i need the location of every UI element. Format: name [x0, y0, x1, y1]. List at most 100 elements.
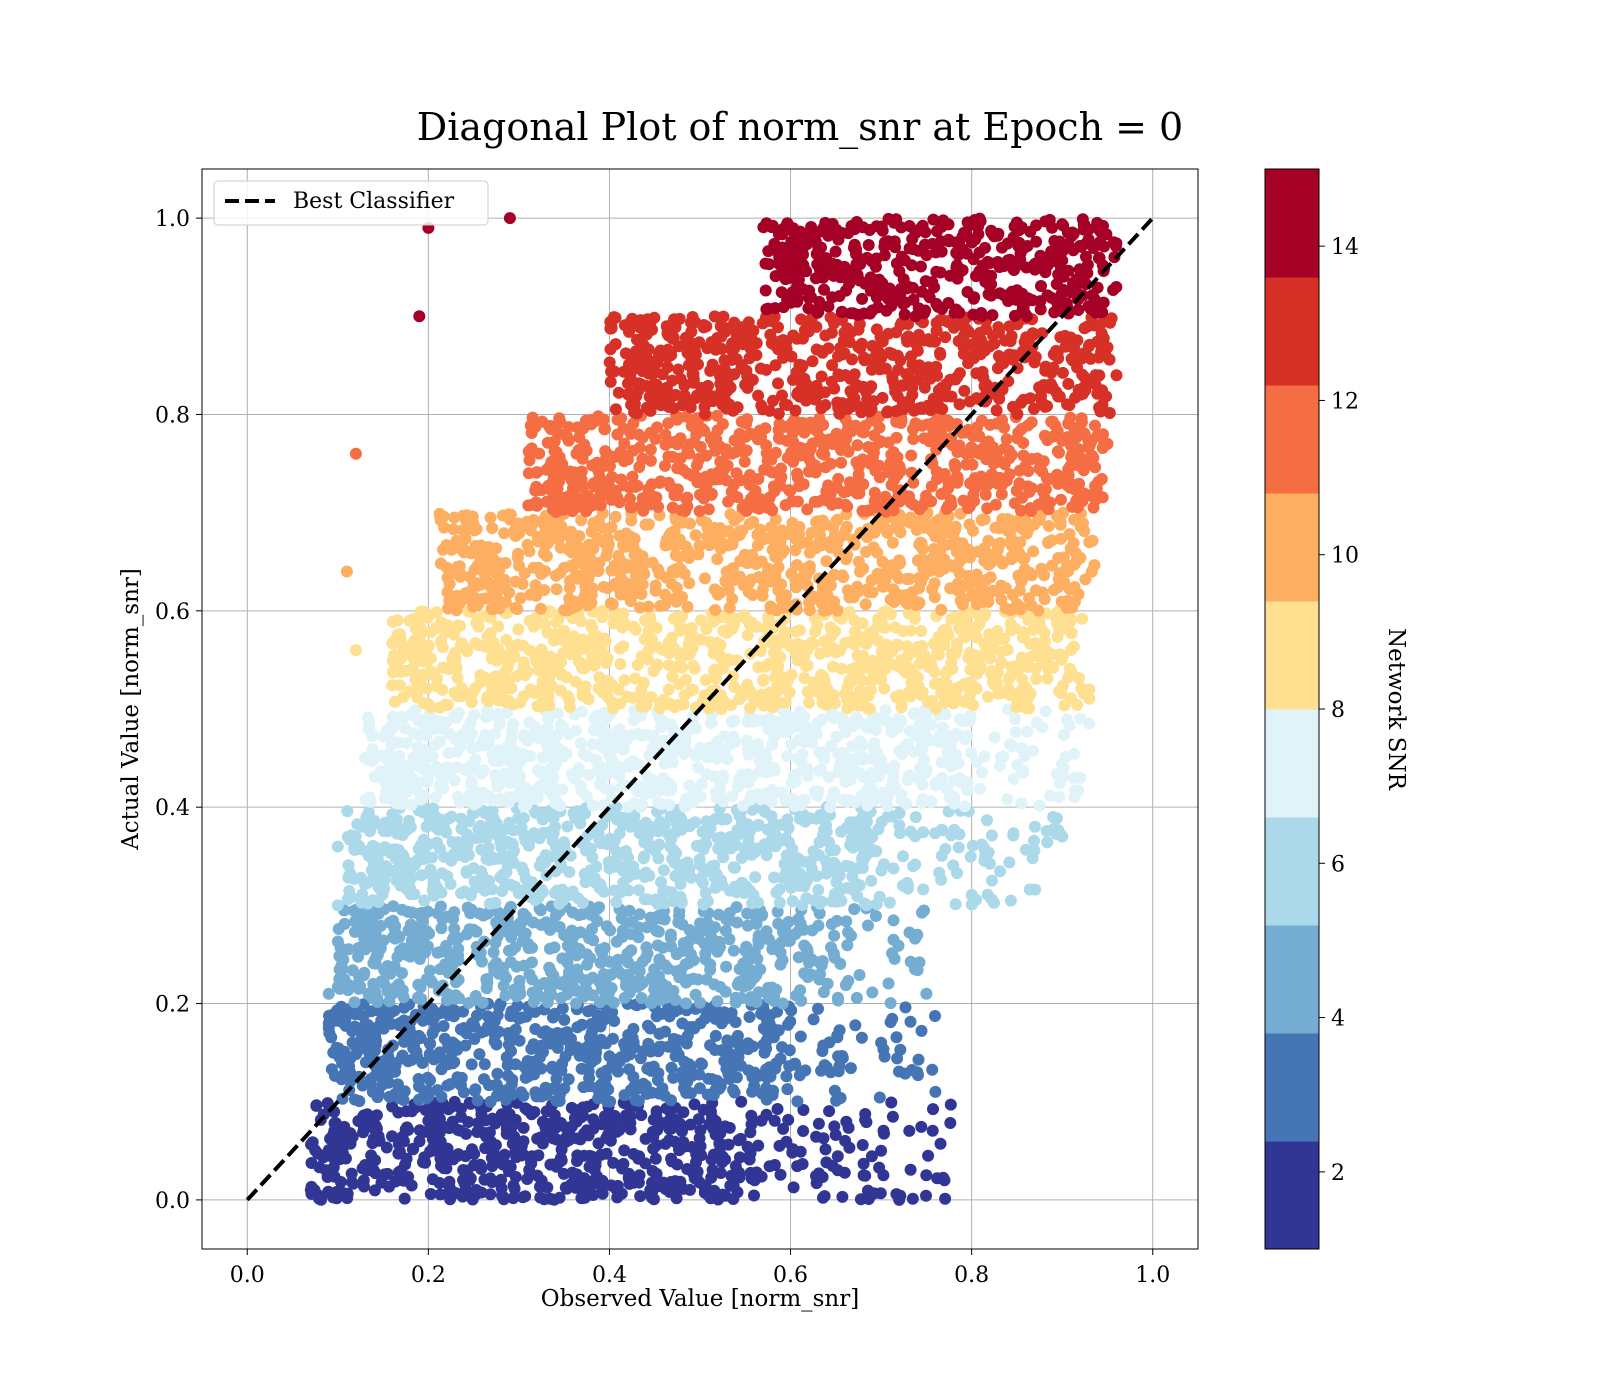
- scatter-point: [455, 887, 468, 900]
- scatter-point: [869, 910, 882, 922]
- scatter-point: [710, 694, 723, 707]
- scatter-point: [380, 1011, 393, 1024]
- scatter-point: [521, 1065, 534, 1078]
- scatter-point: [735, 826, 748, 839]
- scatter-point: [513, 1034, 526, 1047]
- scatter-point: [626, 1032, 639, 1044]
- scatter-point: [786, 895, 799, 908]
- scatter-point: [708, 583, 721, 596]
- scatter-point: [904, 1163, 917, 1176]
- scatter-point: [489, 896, 502, 909]
- scatter-point: [491, 780, 504, 793]
- scatter-point: [720, 813, 733, 825]
- scatter-point: [1029, 883, 1042, 896]
- scatter-point: [507, 1192, 520, 1205]
- scatter-point: [503, 791, 516, 804]
- scatter-point: [554, 799, 567, 812]
- scatter-point: [540, 1105, 553, 1118]
- scatter-point: [568, 630, 580, 643]
- scatter-point: [631, 659, 644, 671]
- scatter-point: [590, 709, 603, 722]
- scatter-point: [540, 550, 553, 563]
- scatter-point: [678, 798, 691, 811]
- scatter-point: [831, 1029, 844, 1042]
- scatter-point: [613, 723, 626, 736]
- scatter-point: [460, 928, 473, 941]
- scatter-point: [671, 1158, 684, 1171]
- scatter-point: [607, 1156, 620, 1169]
- scatter-point: [870, 898, 883, 911]
- scatter-point: [344, 1127, 357, 1140]
- scatter-point: [505, 1045, 517, 1058]
- scatter-point: [503, 776, 516, 789]
- scatter-point: [703, 741, 716, 754]
- scatter-point: [770, 715, 783, 728]
- scatter-point: [651, 822, 664, 835]
- scatter-point: [489, 1117, 502, 1130]
- scatter-point: [404, 1030, 417, 1043]
- scatter-point: [611, 962, 623, 975]
- scatter-point: [1044, 789, 1057, 802]
- scatter-point: [713, 1137, 726, 1150]
- scatter-point: [505, 1120, 518, 1133]
- scatter-point: [1053, 791, 1066, 803]
- scatter-point: [398, 1135, 410, 1148]
- scatter-point: [598, 687, 611, 699]
- scatter-point: [769, 644, 782, 657]
- scatter-point: [748, 1070, 761, 1083]
- scatter-point: [901, 773, 914, 786]
- scatter-point: [620, 916, 633, 929]
- scatter-point: [619, 619, 632, 632]
- scatter-point: [817, 829, 829, 842]
- scatter-point: [828, 595, 841, 608]
- scatter-point: [593, 556, 606, 569]
- scatter-point: [531, 700, 544, 712]
- scatter-point: [859, 598, 872, 611]
- scatter-point: [922, 695, 934, 708]
- scatter-point: [665, 631, 678, 644]
- scatter-point: [424, 625, 437, 638]
- scatter-point: [563, 728, 575, 740]
- scatter-point: [457, 1086, 470, 1099]
- scatter-point: [645, 773, 658, 786]
- scatter-point: [429, 1114, 442, 1127]
- scatter-point: [1021, 725, 1034, 738]
- scatter-point: [494, 836, 507, 849]
- scatter-point: [600, 768, 613, 781]
- scatter-point: [518, 567, 531, 580]
- scatter-point: [782, 1113, 795, 1126]
- scatter-point: [592, 759, 605, 772]
- scatter-point: [732, 1134, 745, 1147]
- scatter-point: [536, 751, 549, 764]
- scatter-point: [657, 864, 670, 877]
- scatter-point: [523, 837, 535, 850]
- scatter-point: [812, 884, 825, 896]
- scatter-point: [698, 866, 711, 879]
- scatter-point: [832, 1050, 845, 1063]
- scatter-point: [725, 842, 737, 855]
- scatter-point: [321, 1097, 334, 1110]
- scatter-point: [586, 799, 599, 812]
- scatter-point: [941, 664, 954, 677]
- scatter-point: [1042, 520, 1055, 532]
- scatter-point: [489, 1139, 502, 1152]
- scatter-point: [830, 730, 843, 743]
- scatter-point: [887, 767, 900, 780]
- scatter-point: [853, 969, 866, 981]
- scatter-point: [814, 809, 827, 822]
- scatter-point: [799, 815, 812, 828]
- scatter-point: [791, 559, 803, 571]
- scatter-point: [651, 1074, 664, 1087]
- scatter-point: [737, 579, 750, 592]
- scatter-point: [788, 768, 801, 781]
- band-6-points: [433, 506, 1101, 617]
- scatter-point: [366, 754, 379, 767]
- scatter-point: [903, 661, 915, 674]
- scatter-point: [961, 784, 974, 797]
- scatter-point: [926, 583, 939, 596]
- scatter-point: [651, 1124, 664, 1136]
- scatter-point: [492, 906, 505, 919]
- scatter-point: [741, 907, 754, 920]
- scatter-point: [435, 1102, 447, 1115]
- scatter-point: [796, 748, 809, 761]
